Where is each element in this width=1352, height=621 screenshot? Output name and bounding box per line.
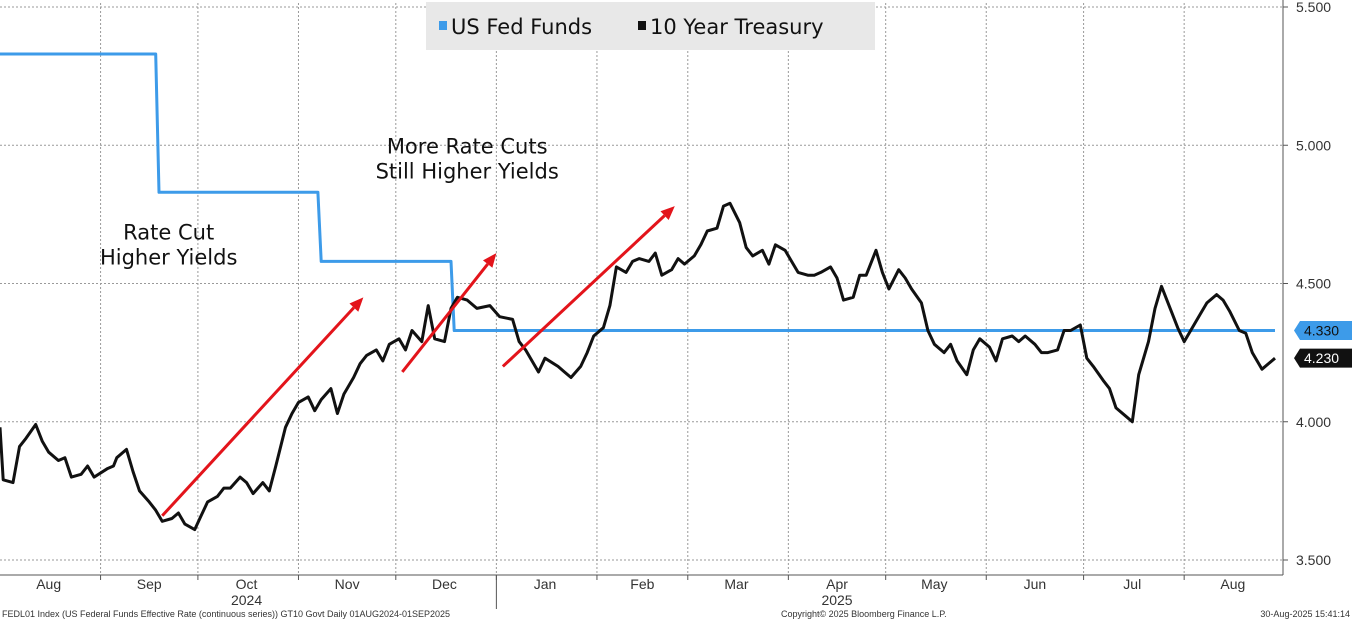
x-tick-labels: Aug Sep Oct Nov Dec Jan Feb Mar Apr May Jun Jul Aug 2… <box>36 576 1245 608</box>
series-line-1 <box>0 201 1276 532</box>
x-year-label: 2024 <box>231 592 262 608</box>
trend-arrow-head <box>349 297 364 312</box>
trend-arrows <box>161 206 675 517</box>
legend: US Fed Funds 10 Year Treasury <box>426 2 875 50</box>
y-tick-labels: 3.500 4.000 4.500 5.000 5.500 <box>1283 0 1331 568</box>
last-value-label: 4.330 <box>1304 323 1339 339</box>
x-tick-label: Mar <box>724 576 748 592</box>
series-line-0 <box>0 52 1275 332</box>
x-tick-label: Apr <box>826 576 848 592</box>
annotation-text: Rate Cut <box>123 220 214 244</box>
y-tick-label: 4.000 <box>1296 414 1331 430</box>
y-tick-label: 3.500 <box>1296 552 1331 568</box>
last-value-label: 4.230 <box>1304 350 1339 366</box>
x-tick-label: Jun <box>1024 576 1047 592</box>
trend-arrow-shaft <box>501 214 666 368</box>
series-lines <box>0 52 1276 532</box>
legend-swatch <box>638 21 646 30</box>
x-year-label: 2025 <box>821 592 852 608</box>
y-tick-label: 5.500 <box>1296 0 1331 15</box>
x-tick-label: Dec <box>432 576 457 592</box>
x-tick-label: Feb <box>630 576 654 592</box>
last-value-labels: 4.330 4.230 <box>1294 321 1352 368</box>
last-value-badge <box>1294 321 1352 341</box>
y-tick-label: 5.000 <box>1296 137 1331 153</box>
annotation-text: More Rate Cuts <box>387 135 548 159</box>
x-tick-label: Oct <box>236 576 258 592</box>
legend-label: US Fed Funds <box>451 15 592 39</box>
y-tick-label: 4.500 <box>1296 276 1331 292</box>
annotation-text: Still Higher Yields <box>376 160 559 184</box>
footer-copyright: Copyright© 2025 Bloomberg Finance L.P. <box>781 609 947 619</box>
legend-label: 10 Year Treasury <box>650 15 824 39</box>
trend-arrow-head <box>660 206 675 221</box>
x-tick-label: Nov <box>335 576 360 592</box>
x-tick-label: Jan <box>534 576 557 592</box>
x-tick-label: Jul <box>1123 576 1141 592</box>
trend-arrow-head <box>482 253 497 268</box>
x-tick-label: May <box>921 576 947 592</box>
footer-source-text: FEDL01 Index (US Federal Funds Effective… <box>2 609 451 619</box>
x-tick-label: Sep <box>137 576 162 592</box>
annotation-text: Higher Yields <box>100 245 237 269</box>
last-value-badge <box>1294 348 1352 368</box>
footer-timestamp: 30-Aug-2025 15:41:14 <box>1260 609 1350 619</box>
axes <box>0 0 1284 576</box>
grid-lines <box>0 3 1283 609</box>
legend-box <box>426 2 875 50</box>
legend-swatch <box>439 21 447 30</box>
x-tick-label: Aug <box>1220 576 1245 592</box>
trend-arrow-shaft <box>401 263 489 373</box>
trend-arrow-shaft <box>161 306 355 517</box>
x-tick-label: Aug <box>36 576 61 592</box>
